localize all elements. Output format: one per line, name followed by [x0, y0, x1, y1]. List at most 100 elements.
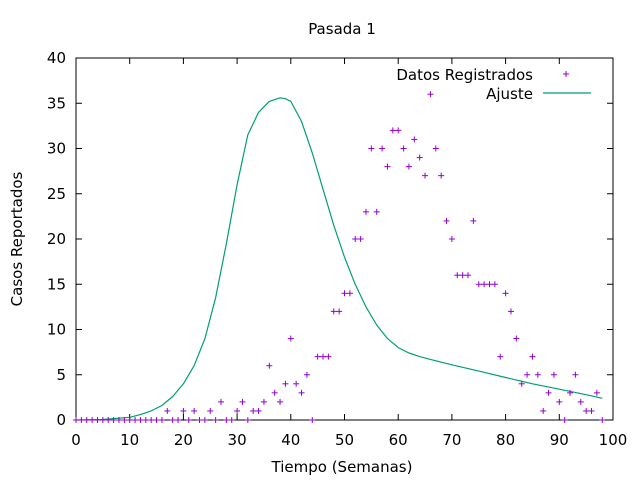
legend-point-marker	[563, 71, 569, 77]
data-point	[110, 417, 117, 423]
data-point	[250, 407, 257, 414]
data-point	[567, 389, 574, 396]
data-point	[518, 380, 525, 387]
fit-curve	[75, 97, 603, 421]
data-point	[132, 417, 139, 423]
data-point	[411, 136, 418, 143]
data-point	[416, 154, 423, 161]
x-tick-label: 60	[389, 431, 408, 449]
y-axis-title: Casos Reportados	[8, 171, 26, 306]
data-point	[309, 417, 316, 423]
data-point	[577, 398, 584, 405]
data-point	[481, 281, 488, 288]
series-ajuste	[75, 97, 603, 421]
data-point	[175, 417, 182, 423]
data-point	[336, 308, 343, 315]
data-point	[169, 417, 176, 423]
legend-marker-datos	[563, 71, 569, 77]
x-tick-label: 80	[496, 431, 515, 449]
data-point	[94, 417, 101, 423]
x-tick-label: 100	[599, 431, 628, 449]
y-tick-label: 30	[47, 140, 66, 158]
data-point	[83, 417, 90, 423]
data-point	[438, 172, 445, 179]
data-point	[277, 398, 284, 405]
data-point	[234, 407, 241, 414]
data-point	[422, 172, 429, 179]
data-point	[395, 127, 402, 134]
data-point	[550, 371, 557, 378]
data-point	[137, 417, 144, 423]
data-point	[443, 217, 450, 224]
x-tick-label: 40	[281, 431, 300, 449]
data-point	[545, 389, 552, 396]
legend-label-datos: Datos Registrados	[396, 66, 533, 84]
y-tick-label: 5	[56, 366, 66, 384]
data-point	[105, 417, 112, 423]
data-point	[561, 417, 568, 423]
data-point	[534, 371, 541, 378]
data-point	[115, 417, 122, 423]
data-point	[239, 398, 246, 405]
data-point	[497, 353, 504, 360]
data-point	[486, 281, 493, 288]
data-point	[207, 407, 214, 414]
data-point	[121, 417, 128, 423]
data-point	[293, 380, 300, 387]
data-point	[223, 417, 230, 423]
data-point	[475, 281, 482, 288]
x-tick-label: 90	[550, 431, 569, 449]
data-point	[314, 353, 321, 360]
data-point	[432, 145, 439, 152]
data-point	[346, 290, 353, 297]
data-point	[320, 353, 327, 360]
data-point	[217, 398, 224, 405]
data-point	[389, 127, 396, 134]
data-point	[298, 389, 305, 396]
data-point	[507, 308, 514, 315]
data-point	[244, 417, 251, 423]
series-datos-registrados	[73, 91, 606, 423]
x-tick-labels: 0 10 20 30 40 50 60 70 80 90 100	[71, 431, 627, 449]
y-tick-label: 25	[47, 185, 66, 203]
data-point	[99, 417, 106, 423]
y-tick-label: 20	[47, 230, 66, 248]
data-point	[266, 362, 273, 369]
data-point	[191, 407, 198, 414]
data-point	[400, 145, 407, 152]
data-point	[228, 417, 235, 423]
data-point	[448, 236, 455, 242]
data-point	[180, 407, 187, 414]
x-axis-title: Tiempo (Semanas)	[271, 458, 413, 476]
data-point	[148, 417, 155, 423]
data-point	[352, 236, 359, 242]
data-point	[196, 417, 203, 423]
data-point	[524, 371, 531, 378]
legend: Datos Registrados Ajuste	[396, 66, 591, 103]
data-point	[153, 417, 160, 423]
data-point	[529, 353, 536, 360]
data-point	[325, 353, 332, 360]
chart-title: Pasada 1	[308, 20, 376, 38]
data-point	[384, 163, 391, 170]
data-point	[142, 417, 149, 423]
data-point	[593, 389, 600, 396]
y-tick-label: 15	[47, 275, 66, 293]
data-point	[540, 407, 547, 414]
data-point	[588, 407, 595, 414]
data-point	[303, 371, 310, 378]
data-point	[341, 290, 348, 297]
data-point	[201, 417, 208, 423]
x-tick-label: 70	[442, 431, 461, 449]
x-tick-label: 30	[228, 431, 247, 449]
data-point	[158, 417, 165, 423]
x-tick-label: 0	[71, 431, 81, 449]
data-point	[465, 272, 472, 279]
data-point	[379, 145, 386, 152]
data-point	[164, 407, 171, 414]
x-tick-label: 20	[174, 431, 193, 449]
data-point	[454, 272, 461, 279]
data-point	[212, 417, 219, 423]
data-point	[502, 290, 509, 297]
